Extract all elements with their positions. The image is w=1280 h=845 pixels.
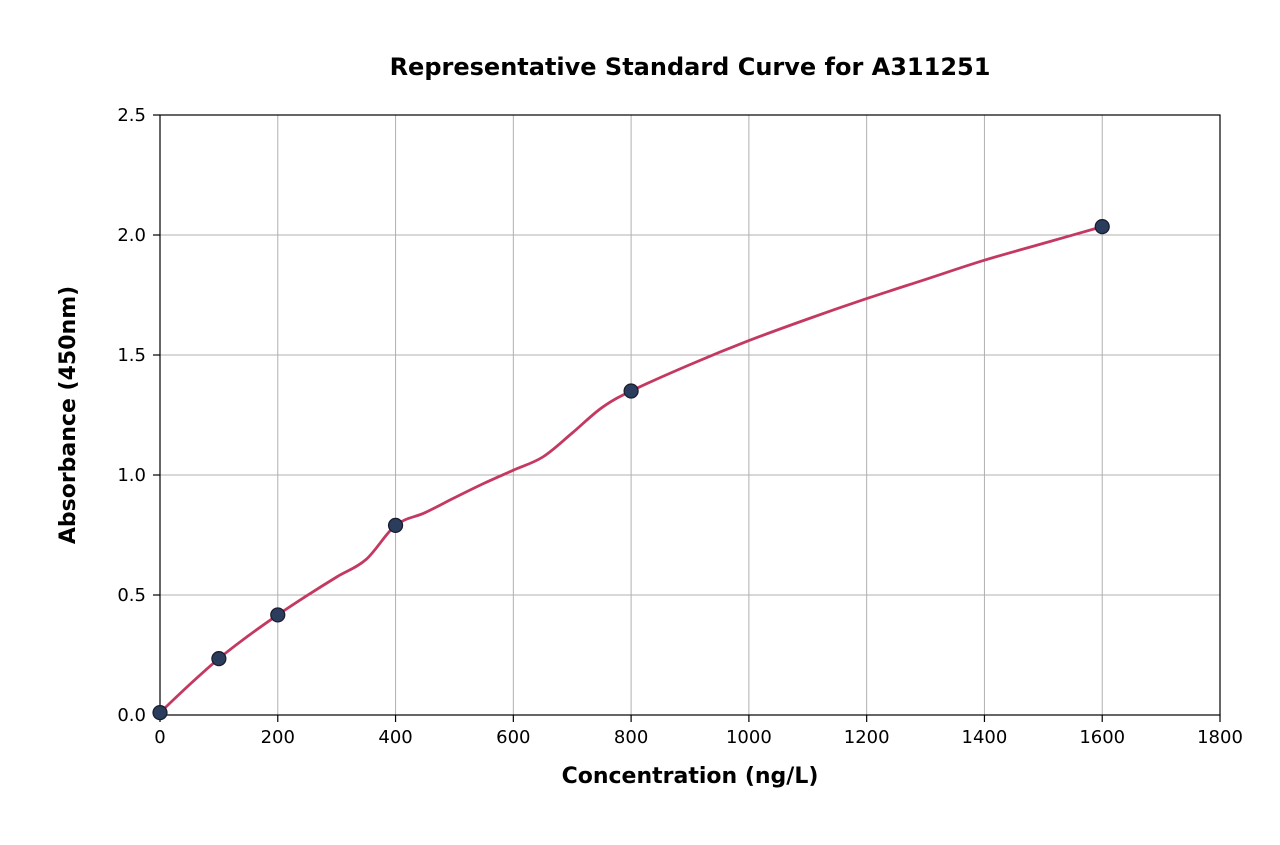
y-axis-label: Absorbance (450nm) — [56, 286, 81, 544]
chart-svg: 0 200 400 600 800 1000 1200 1400 1600 1800 0.0 0.5 1… — [0, 0, 1280, 845]
ytick-label: 0.5 — [117, 585, 146, 606]
ytick-label: 0.0 — [117, 705, 146, 726]
xtick-label: 1000 — [726, 727, 772, 748]
chart-background — [0, 0, 1280, 845]
xtick-label: 200 — [261, 727, 295, 748]
xtick-label: 800 — [614, 727, 648, 748]
chart-container: 0 200 400 600 800 1000 1200 1400 1600 1800 0.0 0.5 1… — [0, 0, 1280, 845]
xtick-label: 1800 — [1197, 727, 1243, 748]
ytick-label: 2.0 — [117, 225, 146, 246]
data-marker — [153, 706, 167, 720]
xtick-label: 1200 — [844, 727, 890, 748]
ytick-label: 1.5 — [117, 345, 146, 366]
xtick-label: 600 — [496, 727, 530, 748]
chart-title: Representative Standard Curve for A31125… — [390, 53, 991, 81]
ytick-label: 1.0 — [117, 465, 146, 486]
data-marker — [389, 518, 403, 532]
ytick-label: 2.5 — [117, 105, 146, 126]
xtick-label: 0 — [154, 727, 165, 748]
data-marker — [271, 608, 285, 622]
xtick-label: 1600 — [1079, 727, 1125, 748]
x-axis-label: Concentration (ng/L) — [562, 764, 819, 789]
data-marker — [1095, 220, 1109, 234]
xtick-label: 1400 — [962, 727, 1008, 748]
data-marker — [624, 384, 638, 398]
data-marker — [212, 652, 226, 666]
xtick-label: 400 — [378, 727, 412, 748]
